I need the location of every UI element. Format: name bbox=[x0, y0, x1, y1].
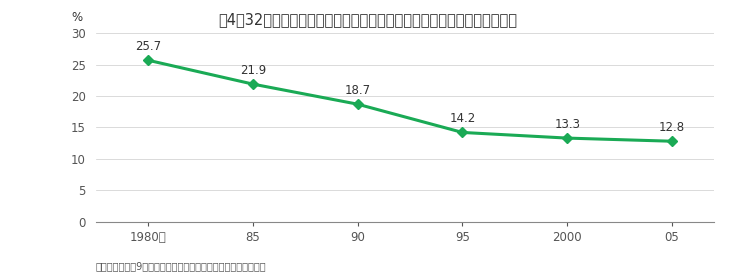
Text: 18.7: 18.7 bbox=[344, 84, 371, 97]
Text: 13.3: 13.3 bbox=[554, 118, 580, 131]
Text: %: % bbox=[71, 11, 82, 24]
Text: 14.2: 14.2 bbox=[449, 112, 475, 125]
Text: 21.9: 21.9 bbox=[240, 64, 266, 77]
Text: 資料：総務省他9府省庁「産業連関表」を基に農林水産省で試算: 資料：総務省他9府省庁「産業連関表」を基に農林水産省で試算 bbox=[96, 261, 266, 271]
Text: 12.8: 12.8 bbox=[659, 121, 685, 134]
Text: 図4－32　我が国の最終飲食費に占める国内農林水産業の帰属割合の推移: 図4－32 我が国の最終飲食費に占める国内農林水産業の帰属割合の推移 bbox=[219, 12, 517, 28]
Text: 25.7: 25.7 bbox=[135, 40, 161, 53]
